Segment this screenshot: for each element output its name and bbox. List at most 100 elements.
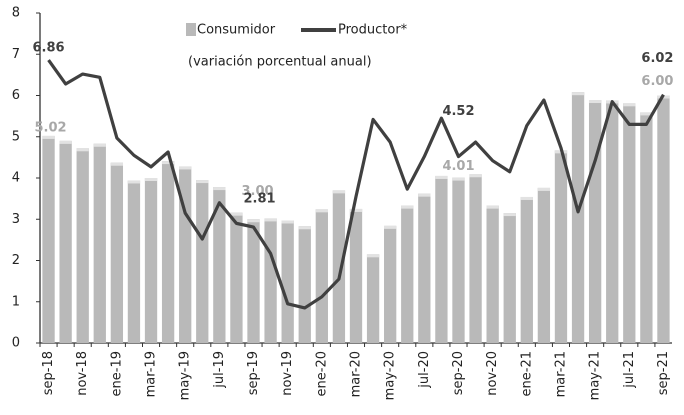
y-tick-label: 3: [12, 212, 20, 227]
legend-swatch-bar: [186, 23, 196, 36]
x-tick-label: mar-20: [349, 351, 364, 397]
bar-highlight: [144, 178, 158, 181]
bar-highlight: [110, 162, 124, 166]
data-label: 6.86: [33, 41, 65, 56]
bar: [384, 225, 397, 343]
data-label: 6.02: [641, 51, 673, 66]
bar-highlight: [435, 175, 448, 179]
bar: [401, 205, 414, 343]
x-tick-label: sep-18: [41, 351, 56, 395]
bar-highlight: [247, 219, 260, 223]
x-tick-label: jul-19: [212, 351, 227, 389]
bar: [127, 180, 141, 343]
data-label: 6.00: [641, 74, 673, 89]
bar: [161, 161, 175, 343]
bar-highlight: [332, 190, 346, 194]
x-tick-label: nov-20: [485, 351, 500, 396]
bar: [196, 180, 209, 343]
bar-highlight: [349, 208, 363, 212]
x-tick-label: jul-21: [622, 351, 637, 389]
x-tick-label: may-21: [588, 351, 603, 400]
bar: [503, 213, 516, 343]
x-tick-label: ene-21: [519, 351, 534, 396]
bar-highlight: [486, 205, 499, 209]
y-tick-label: 7: [12, 47, 20, 62]
bar: [298, 226, 311, 343]
x-tick-label: nov-18: [75, 351, 90, 396]
bar-highlight: [42, 135, 55, 139]
bar-highlight: [281, 220, 294, 224]
bar: [537, 187, 551, 343]
bar-highlight: [213, 187, 226, 191]
bar: [554, 150, 568, 343]
bar-highlight: [196, 180, 209, 184]
bar-highlight: [537, 187, 551, 191]
y-tick-label: 0: [12, 336, 20, 351]
bar: [315, 209, 328, 343]
legend-subtitle: (variación porcentual anual): [188, 55, 372, 70]
bar-highlight: [93, 143, 106, 147]
bar: [606, 100, 619, 343]
bar: [349, 208, 363, 343]
bar-highlight: [384, 225, 397, 229]
bar: [452, 177, 465, 343]
bar: [571, 92, 585, 343]
bar: [59, 140, 72, 343]
x-tick-label: ene-19: [109, 351, 124, 396]
bar: [418, 193, 431, 343]
bar-highlight: [264, 218, 277, 222]
bar-highlight: [315, 209, 328, 213]
y-tick-label: 4: [12, 171, 20, 186]
legend-label: Productor*: [338, 23, 408, 38]
bar-highlight: [520, 196, 533, 200]
bar: [332, 190, 346, 343]
bar-highlight: [127, 180, 141, 184]
bar-highlight: [230, 212, 243, 216]
x-tick-label: sep-21: [656, 351, 671, 395]
y-tick-label: 1: [12, 294, 20, 309]
bar-highlight: [469, 174, 482, 178]
bar: [281, 220, 294, 343]
y-tick-label: 6: [12, 88, 20, 103]
bar: [144, 178, 158, 343]
bar: [588, 100, 602, 343]
data-label: 2.81: [243, 192, 275, 207]
bar-highlight: [76, 148, 89, 152]
bar-highlight: [401, 205, 414, 209]
bar: [110, 162, 124, 343]
bar-highlight: [366, 254, 380, 258]
bar-highlight: [179, 166, 192, 170]
bar-highlight: [623, 103, 636, 107]
bar: [435, 175, 448, 343]
bar: [230, 212, 243, 343]
x-tick-label: sep-19: [246, 351, 261, 395]
y-tick-label: 2: [12, 253, 20, 268]
bar: [657, 95, 670, 343]
bar: [213, 187, 226, 343]
bar: [486, 205, 499, 343]
x-tick-label: may-19: [178, 351, 193, 400]
bar: [264, 218, 277, 343]
bar-highlight: [588, 100, 602, 104]
bar: [623, 103, 636, 344]
x-tick-label: sep-20: [451, 351, 466, 395]
x-tick-label: jul-20: [417, 351, 432, 389]
bar: [42, 135, 55, 343]
legend-label: Consumidor: [197, 23, 276, 38]
bar-highlight: [503, 213, 516, 217]
bar-highlight: [640, 112, 653, 116]
data-label: 4.52: [442, 104, 474, 119]
bar: [469, 174, 482, 343]
data-label: 5.02: [35, 120, 67, 135]
x-tick-label: ene-20: [314, 351, 329, 396]
bar: [76, 148, 89, 343]
bar: [247, 219, 260, 343]
bar: [520, 196, 533, 343]
bar-highlight: [59, 140, 72, 144]
x-tick-label: nov-19: [280, 351, 295, 396]
line: [47, 59, 665, 310]
x-tick-label: mar-19: [144, 351, 159, 397]
x-tick-label: mar-21: [553, 351, 568, 397]
y-tick-label: 5: [12, 129, 20, 144]
